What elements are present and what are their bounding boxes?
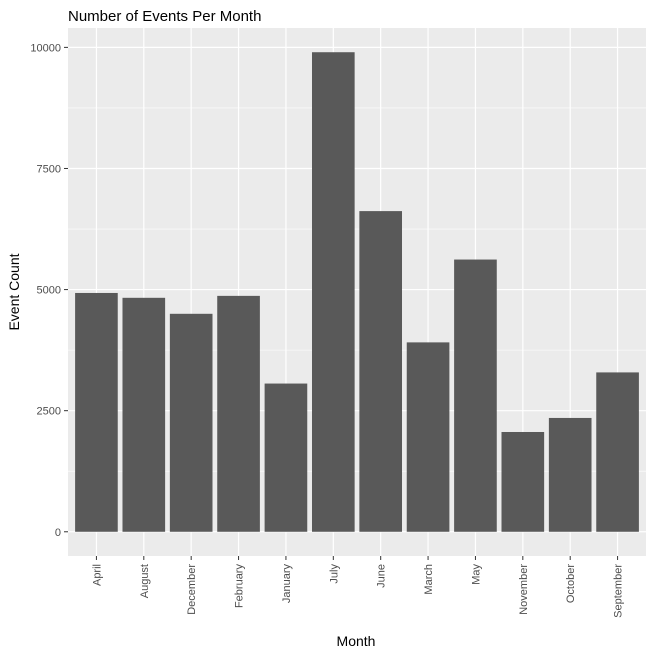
bar-september bbox=[596, 372, 639, 532]
y-tick-label: 2500 bbox=[37, 406, 61, 418]
bar-august bbox=[122, 297, 166, 532]
y-tick-label: 10000 bbox=[30, 42, 61, 54]
x-tick-label-october: October bbox=[565, 564, 577, 603]
x-tick-label-april: April bbox=[91, 564, 103, 586]
bar-march bbox=[406, 342, 450, 532]
x-tick-label-november: November bbox=[518, 564, 530, 615]
x-tick-label-june: June bbox=[376, 564, 388, 588]
bar-february bbox=[217, 295, 260, 532]
bar-november bbox=[501, 431, 545, 532]
y-axis: 0 2500 5000 7500 10000 bbox=[30, 42, 68, 539]
x-tick-label-september: September bbox=[613, 564, 625, 618]
x-tick-label-august: August bbox=[139, 564, 151, 598]
bar-july bbox=[311, 52, 355, 532]
x-tick-label-december: December bbox=[186, 564, 198, 615]
bar-june bbox=[359, 211, 403, 532]
y-axis-title: Event Count bbox=[6, 253, 22, 330]
x-tick-label-january: January bbox=[281, 564, 293, 604]
bar-april bbox=[75, 292, 118, 532]
bars bbox=[75, 52, 639, 532]
bar-may bbox=[454, 259, 497, 532]
chart-title: Number of Events Per Month bbox=[68, 8, 261, 25]
y-tick-label: 5000 bbox=[37, 285, 61, 297]
y-tick-label: 7500 bbox=[37, 163, 61, 175]
bar-october bbox=[548, 417, 592, 532]
x-tick-label-march: March bbox=[423, 564, 435, 595]
x-tick-label-february: February bbox=[234, 564, 246, 609]
bar-january bbox=[264, 383, 308, 532]
x-axis: April August December February January July Ju… bbox=[91, 556, 625, 618]
x-tick-label-july: July bbox=[328, 564, 340, 584]
y-tick-label: 0 bbox=[55, 527, 61, 539]
x-axis-title: Month bbox=[337, 633, 376, 649]
x-tick-label-may: May bbox=[470, 564, 482, 585]
bar-december bbox=[169, 313, 213, 532]
